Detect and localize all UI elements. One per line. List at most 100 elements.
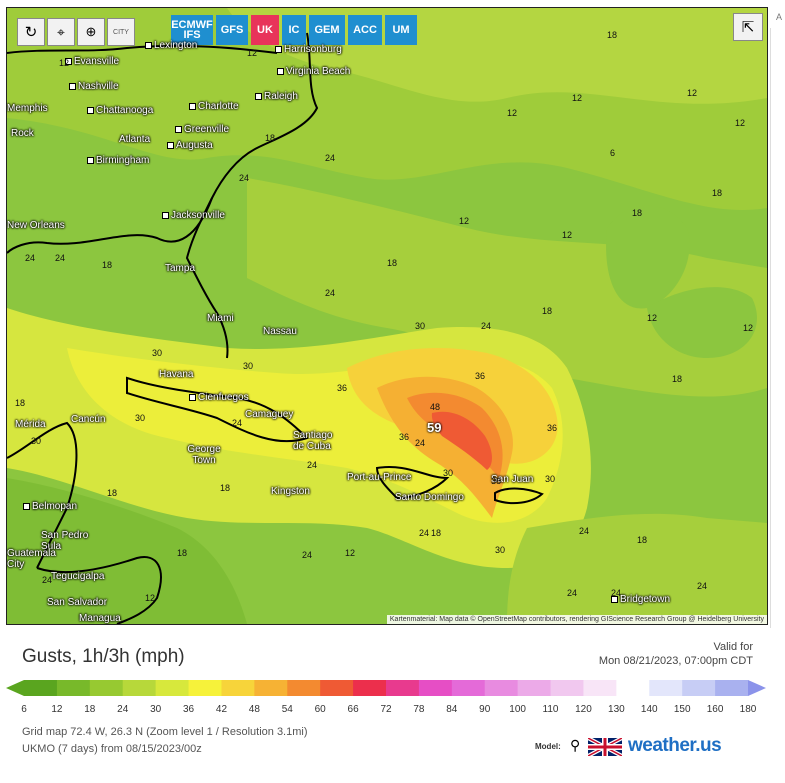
isoline-value: 18: [672, 374, 683, 384]
model-gfs-button[interactable]: GFS: [216, 15, 248, 45]
model-ecmwf-button[interactable]: ECMWF IFS: [171, 15, 213, 45]
city-label: Evansville: [65, 56, 119, 67]
city-label: San Pedro Sula: [41, 530, 89, 552]
share-button[interactable]: ⇱: [733, 13, 763, 41]
city-label: Santiago de Cuba: [293, 430, 333, 452]
map-attribution: Kartenmaterial: Map data © OpenStreetMap…: [386, 615, 767, 624]
scale-label: 54: [281, 704, 293, 715]
scale-arrow-left: [6, 680, 24, 696]
scale-label: 66: [347, 704, 359, 715]
scale-swatch: [649, 680, 683, 696]
isoline-value: 24: [419, 528, 430, 538]
model-acc-button[interactable]: ACC: [348, 15, 382, 45]
scale-swatch: [89, 680, 124, 696]
isoline-value: 12: [507, 108, 518, 118]
scale-swatch: [24, 680, 58, 696]
city-label: Atlanta: [119, 134, 151, 145]
city-label: Virginia Beach: [277, 66, 350, 77]
city-label: Cancún: [71, 414, 106, 425]
scale-arrow-right: [748, 680, 766, 696]
refresh-icon: ↻: [24, 24, 38, 41]
location-pin-icon: ⌖: [57, 23, 65, 40]
city-label: Tegucigalpa: [51, 571, 105, 582]
city-label: Rock: [11, 128, 34, 139]
isoline-value: 18: [102, 260, 113, 270]
city-label: Miami: [207, 313, 234, 324]
zoom-button[interactable]: ⊕: [77, 18, 105, 46]
locate-button[interactable]: ⌖: [47, 18, 75, 46]
model-caption: Model:: [535, 742, 561, 751]
isoline-value: 24: [55, 253, 66, 263]
brand-logo[interactable]: weather.us: [628, 735, 722, 756]
scale-label: 72: [380, 704, 392, 715]
isoline-value: 24: [239, 173, 250, 183]
model-uk-button[interactable]: UK: [251, 15, 279, 45]
scale-label: 180: [739, 704, 757, 715]
isoline-value: 18: [387, 258, 398, 268]
isoline-value: 12: [459, 216, 470, 226]
scale-swatch: [451, 680, 486, 696]
city-label: Camaguey: [245, 409, 294, 420]
scale-label: 6: [21, 704, 27, 715]
model-gem-button[interactable]: GEM: [309, 15, 345, 45]
isoline-value: 48: [430, 402, 441, 412]
scale-swatch: [287, 680, 321, 696]
city-toggle-button[interactable]: CITY: [107, 18, 135, 46]
city-label: Raleigh: [255, 91, 298, 102]
side-panel-edge: [770, 28, 785, 628]
isoline-value: 6: [610, 148, 616, 158]
isoline-value: 36: [475, 371, 486, 381]
city-label: Guatemala City: [7, 548, 56, 570]
model-um-button[interactable]: UM: [385, 15, 417, 45]
city-label: Bridgetown: [611, 594, 670, 605]
city-label: Birmingham: [87, 155, 149, 166]
city-label: Santo Domingo: [395, 492, 464, 503]
scale-label: 160: [706, 704, 724, 715]
grid-info: Grid map 72.4 W, 26.3 N (Zoom level 1 / …: [22, 726, 308, 738]
isoline-value: 18: [177, 548, 188, 558]
city-label: Managua: [79, 613, 121, 624]
scale-label: 12: [51, 704, 63, 715]
scale-swatch: [254, 680, 288, 696]
scale-label: 100: [509, 704, 526, 715]
weather-map[interactable]: ↻ ⌖ ⊕ CITY ECMWF IFS GFS UK IC GEM ACC U…: [6, 7, 768, 625]
scale-label: 130: [608, 704, 625, 715]
valid-label: Valid for: [713, 641, 753, 653]
model-ic-button[interactable]: IC: [282, 15, 306, 45]
isoline-value: 12: [735, 118, 746, 128]
share-icon: ⇱: [741, 19, 755, 36]
isoline-value: 12: [247, 48, 258, 58]
scale-swatch: [418, 680, 453, 696]
scale-swatch: [353, 680, 387, 696]
scale-label: 150: [673, 704, 691, 715]
isoline-value: 30: [135, 413, 146, 423]
scale-swatch: [484, 680, 519, 696]
isoline-value: 12: [345, 548, 356, 558]
city-label: Tampa: [165, 263, 196, 274]
isoline-value: 24: [25, 253, 36, 263]
refresh-button[interactable]: ↻: [17, 18, 45, 46]
scale-swatch: [616, 680, 650, 696]
isoline-value: 24: [307, 460, 318, 470]
isoline-value: 12: [572, 93, 583, 103]
scale-swatch: [155, 680, 190, 696]
scale-label: 84: [446, 704, 458, 715]
scale-swatch: [517, 680, 552, 696]
city-label: Kingston: [271, 486, 310, 497]
isoline-value: 18: [220, 483, 231, 493]
city-label: Nashville: [69, 81, 119, 92]
scale-label: 42: [215, 704, 228, 715]
city-label: Chattanooga: [87, 105, 153, 116]
scale-swatch: [122, 680, 157, 696]
city-label: Mérida: [15, 419, 46, 430]
isoline-value: 24: [42, 575, 53, 585]
isoline-value: 24: [697, 581, 708, 591]
city-label: Jacksonville: [162, 210, 225, 221]
scale-label: 48: [248, 704, 260, 715]
scale-swatch: [682, 680, 716, 696]
isoline-value: 12: [743, 323, 754, 333]
scale-label: 120: [575, 704, 592, 715]
city-label: Greenville: [175, 124, 229, 135]
scale-label: 110: [542, 704, 559, 715]
hd-search-icon: ⚲: [570, 737, 581, 753]
